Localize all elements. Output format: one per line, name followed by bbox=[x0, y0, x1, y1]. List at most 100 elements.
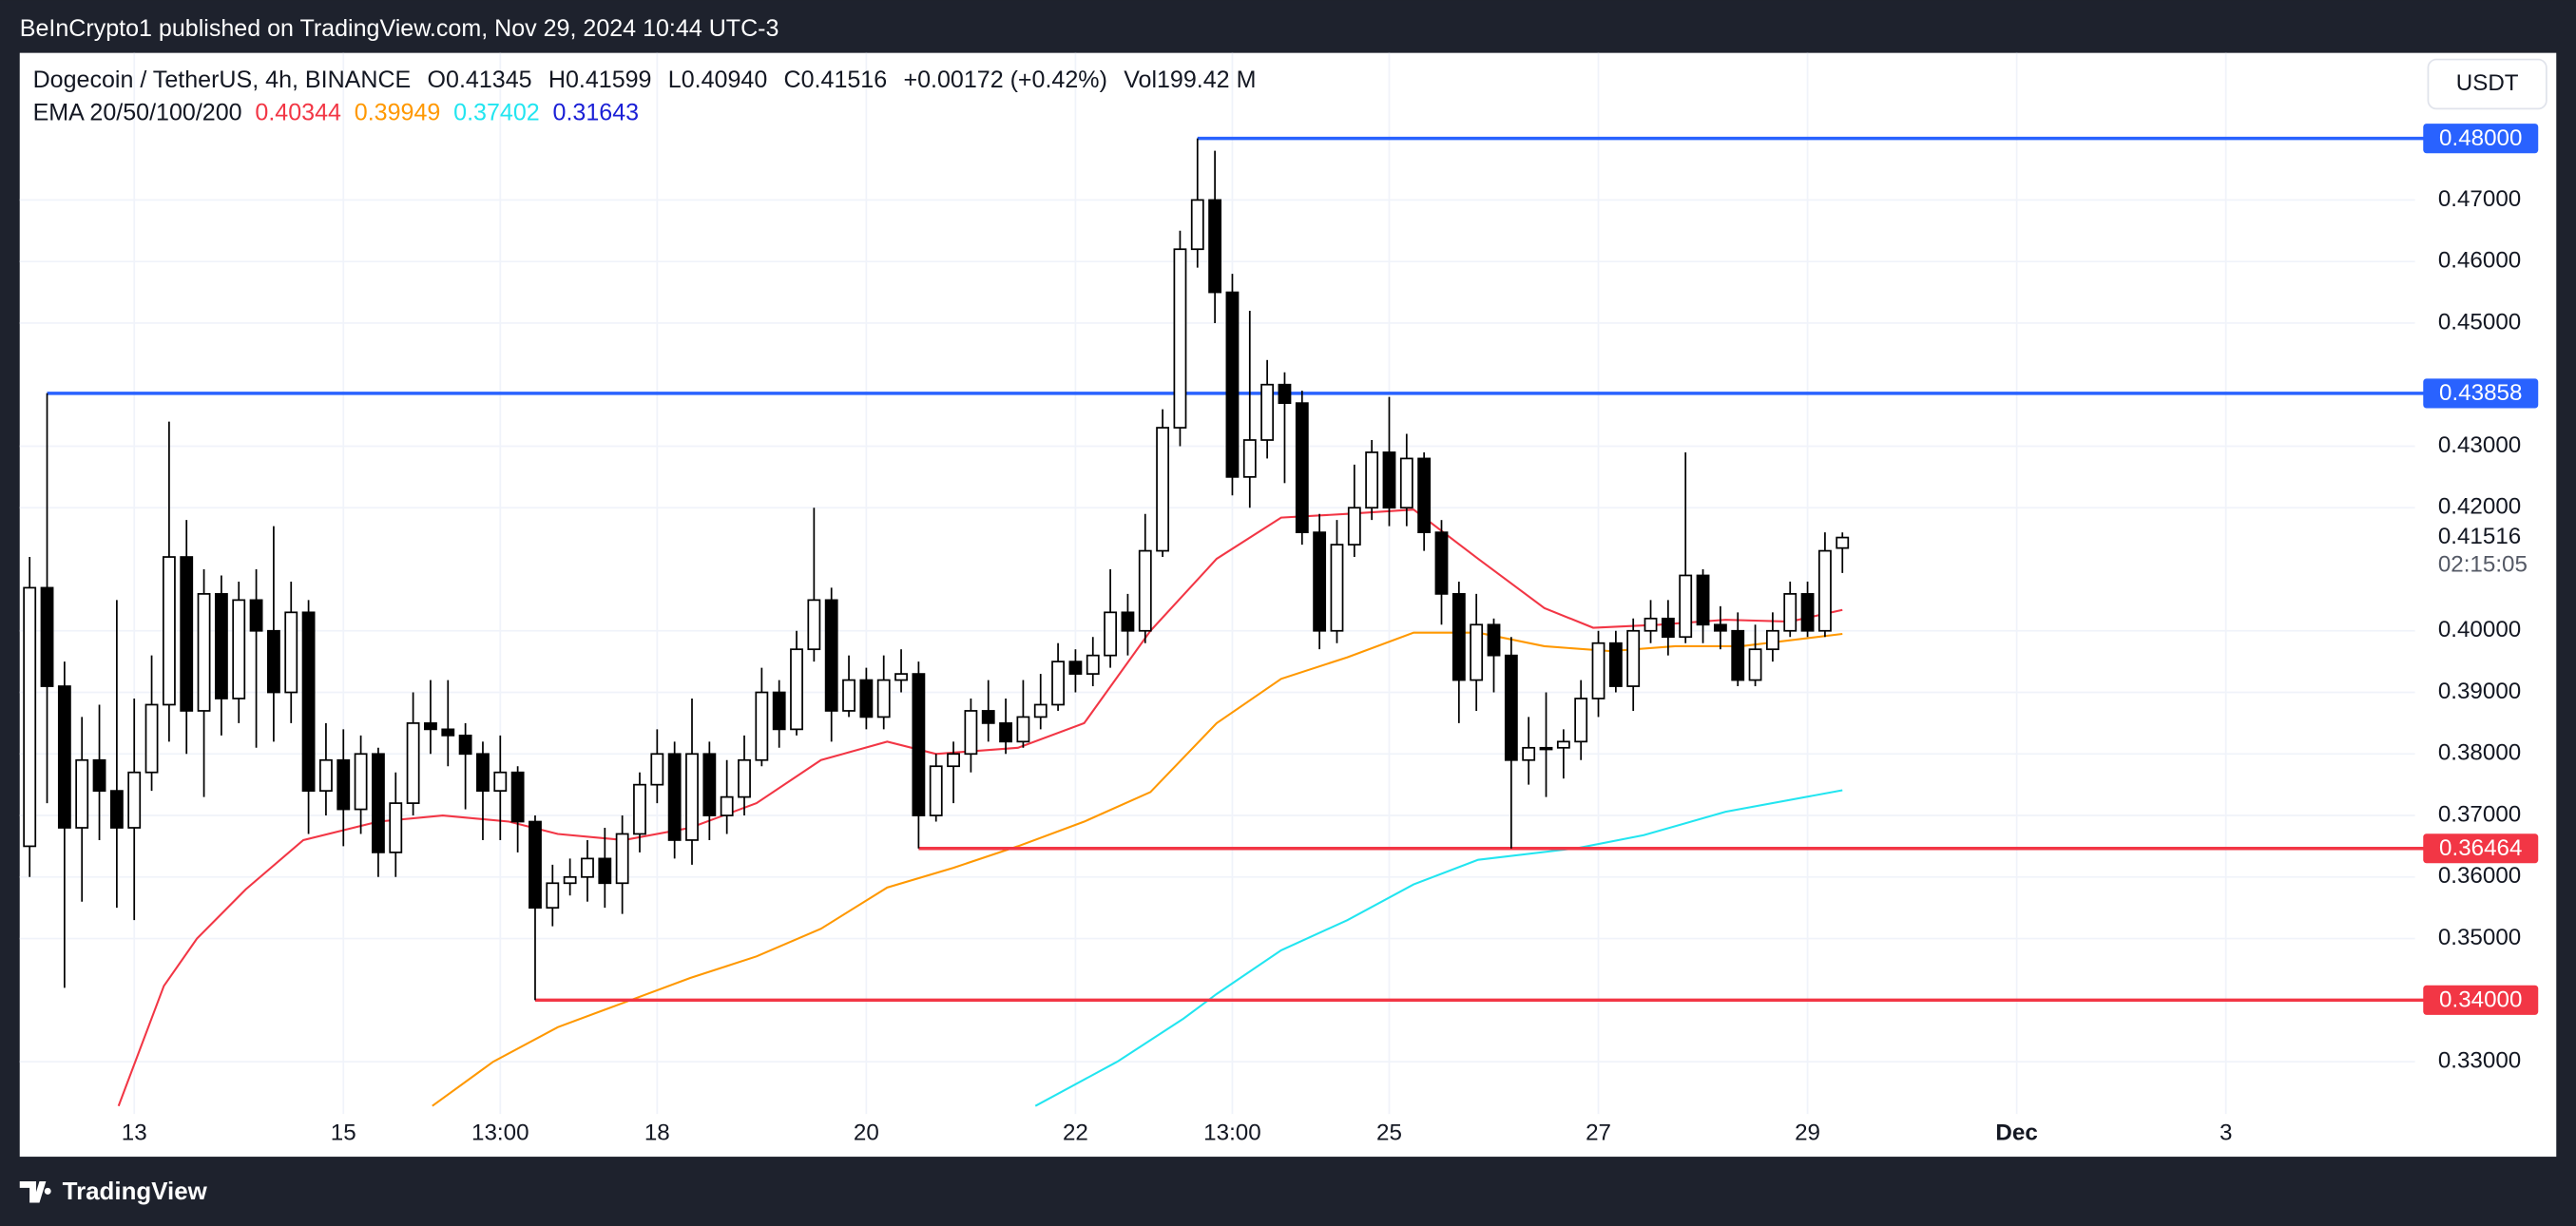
candle-body bbox=[336, 758, 351, 811]
candle-body bbox=[127, 771, 142, 829]
candle-body bbox=[458, 734, 472, 756]
level-label: 0.36464 bbox=[2439, 835, 2522, 861]
candle-body bbox=[284, 611, 298, 694]
candle-body bbox=[266, 629, 280, 694]
ema-line bbox=[117, 508, 1843, 1107]
level-tag bbox=[2423, 378, 2539, 409]
y-tick-label: 0.40000 bbox=[2438, 617, 2521, 642]
candle-body bbox=[912, 673, 926, 816]
candle-body bbox=[1487, 623, 1501, 657]
candle-body bbox=[876, 679, 891, 718]
y-tick-label: 0.38000 bbox=[2438, 740, 2521, 766]
candle-body bbox=[807, 599, 821, 651]
candle-body bbox=[162, 556, 176, 706]
ohlc-value: H0.41599 bbox=[548, 67, 652, 93]
candle-body bbox=[894, 673, 908, 681]
candle-body bbox=[1156, 427, 1170, 552]
ema-value: 0.39949 bbox=[355, 99, 441, 125]
candle-body bbox=[842, 679, 855, 712]
candle-body bbox=[1679, 574, 1693, 639]
candle-body bbox=[1504, 654, 1518, 761]
candle-body bbox=[598, 857, 612, 885]
candle-body bbox=[1330, 544, 1344, 632]
candle-body bbox=[1260, 383, 1275, 441]
candle-body bbox=[1470, 623, 1484, 681]
candle-body bbox=[1138, 549, 1152, 632]
candle-body bbox=[546, 882, 560, 910]
candle-body bbox=[738, 758, 751, 798]
candle-body bbox=[92, 758, 106, 793]
brand-logo bbox=[19, 1180, 51, 1203]
symbol-legend: Dogecoin / TetherUS, 4h, BINANCE O0.41345… bbox=[33, 67, 1257, 93]
candle-body bbox=[824, 599, 838, 712]
candle-body bbox=[214, 593, 228, 699]
candle-body bbox=[720, 795, 734, 816]
chart-pane bbox=[19, 52, 2557, 1158]
x-tick-label: 3 bbox=[2220, 1120, 2232, 1145]
candle-body bbox=[1225, 291, 1240, 478]
candle-body bbox=[529, 820, 542, 910]
candle-body bbox=[964, 710, 978, 756]
candle-body bbox=[1417, 457, 1432, 534]
candle-body bbox=[75, 758, 89, 829]
candle-body bbox=[633, 783, 646, 835]
candle-body bbox=[1522, 746, 1536, 761]
y-tick-label: 0.43000 bbox=[2438, 432, 2521, 458]
candle-body bbox=[144, 703, 159, 774]
candle-body bbox=[476, 753, 490, 793]
candle-body bbox=[319, 758, 333, 793]
y-tick-label: 0.37000 bbox=[2438, 801, 2521, 827]
candle-body bbox=[232, 599, 246, 699]
candle-body bbox=[947, 753, 960, 768]
last-price: 0.41516 bbox=[2438, 524, 2521, 549]
candle-body bbox=[755, 691, 769, 761]
ema-legend: EMA 20/50/100/200 0.40344 0.39949 0.37402 0.… bbox=[33, 99, 640, 125]
candle-body bbox=[1313, 531, 1327, 632]
candle-body bbox=[1295, 402, 1309, 534]
currency: USDT bbox=[2456, 70, 2519, 96]
level-label: 0.43858 bbox=[2439, 380, 2522, 406]
brand: TradingView bbox=[63, 1178, 208, 1205]
candle-body bbox=[772, 691, 786, 731]
candle-body bbox=[1661, 617, 1675, 639]
candle-body bbox=[57, 685, 71, 829]
level-tag bbox=[2423, 833, 2539, 864]
candle-body bbox=[1713, 623, 1727, 632]
candle-body bbox=[510, 771, 525, 823]
y-tick-label: 0.42000 bbox=[2438, 494, 2521, 520]
level-label: 0.34000 bbox=[2439, 987, 2522, 1013]
candle-body bbox=[1068, 661, 1083, 675]
candle-body bbox=[389, 802, 403, 853]
ohlc-value: L0.40940 bbox=[668, 67, 767, 93]
candle-body bbox=[1347, 507, 1361, 546]
candle-body bbox=[1608, 642, 1623, 687]
candle-body bbox=[424, 722, 437, 731]
candle-body bbox=[1591, 642, 1605, 699]
ema-line bbox=[432, 631, 1843, 1107]
candle-body bbox=[1016, 716, 1030, 743]
y-tick-label: 0.36000 bbox=[2438, 863, 2521, 889]
candle-body bbox=[563, 875, 577, 885]
x-tick-label: 18 bbox=[644, 1120, 670, 1145]
candle-body bbox=[372, 753, 385, 853]
candle-body bbox=[1434, 531, 1449, 595]
symbol: Dogecoin / TetherUS, 4h, BINANCE bbox=[33, 67, 412, 93]
candle-body bbox=[1208, 199, 1222, 294]
candle-body bbox=[40, 586, 54, 687]
ema-value: 0.40344 bbox=[255, 99, 341, 125]
ema-value: 0.37402 bbox=[453, 99, 540, 125]
candle-body bbox=[1242, 439, 1257, 478]
candle-body bbox=[197, 593, 211, 712]
candle-body bbox=[441, 728, 455, 737]
candle-body bbox=[249, 599, 263, 632]
candle-body bbox=[109, 790, 124, 829]
ohlc-value: Vol199.42 M bbox=[1124, 67, 1256, 93]
currency-button[interactable] bbox=[2427, 58, 2547, 110]
candle-body bbox=[685, 753, 699, 841]
level-tag bbox=[2423, 124, 2539, 154]
candle-body bbox=[999, 722, 1012, 743]
x-tick-label: 13 bbox=[122, 1120, 147, 1145]
ema-value: 0.31643 bbox=[553, 99, 640, 125]
